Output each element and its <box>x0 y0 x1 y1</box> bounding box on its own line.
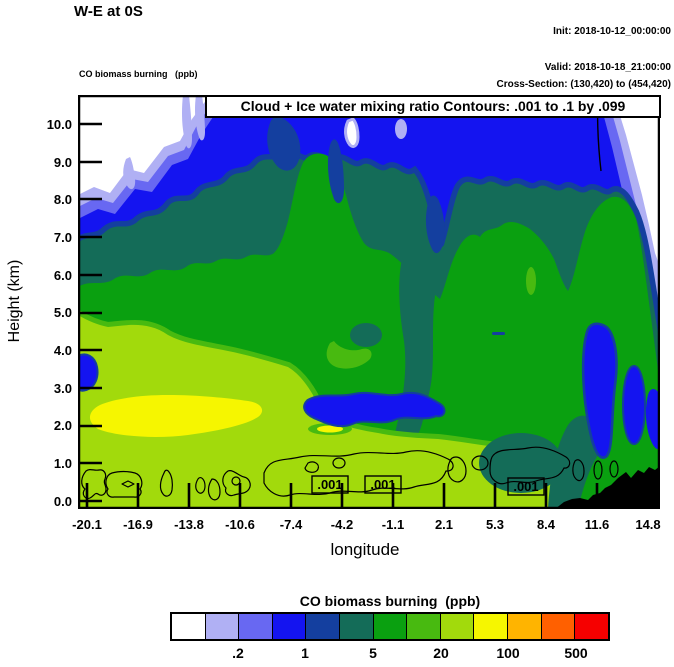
fill-level-yellow <box>89 395 263 437</box>
navy-dash <box>492 332 505 335</box>
contour-label-1: .001 <box>317 477 342 492</box>
legend-tick-label: 500 <box>564 645 588 661</box>
navy-accent-3 <box>425 195 445 254</box>
apple-crescent <box>326 341 372 369</box>
valid-time-label: Valid: 2018-10-18_21:00:00 <box>544 62 671 73</box>
page-title: W-E at 0S <box>74 3 143 20</box>
y-tick-label: 4.0 <box>53 343 72 358</box>
legend-colorbar <box>170 612 610 641</box>
legend-cell <box>473 613 509 640</box>
blue-left-blob <box>78 353 99 392</box>
x-axis-title: longitude <box>330 540 400 559</box>
legend-tick-label: 1 <box>301 645 309 661</box>
legend-tick-label: 5 <box>369 645 377 661</box>
legend-cell <box>271 613 307 640</box>
cloud-contours <box>81 95 619 501</box>
legend-cell <box>339 613 374 640</box>
y-tick-label: 5.0 <box>53 305 72 320</box>
x-tick-label: -10.6 <box>225 517 255 532</box>
blue-edge-blob <box>645 389 660 449</box>
legend-cell <box>540 613 576 640</box>
legend-cell <box>171 613 206 640</box>
x-tick-label: -16.9 <box>123 517 153 532</box>
run-times: Init: 2018-10-12_00:00:00 Valid: 2018-10… <box>545 2 671 98</box>
periwinkle-streak-2 <box>195 95 205 141</box>
legend-cell <box>507 613 542 640</box>
navy-accent-2 <box>327 139 344 204</box>
legend-cell <box>204 613 240 640</box>
y-tick-label: 1.0 <box>53 456 72 471</box>
blue-band-mid <box>303 391 446 428</box>
legend-title: CO biomass burning (ppb) <box>299 593 481 609</box>
x-tick-label: 2.1 <box>434 517 454 532</box>
axis-ticks <box>78 122 650 509</box>
legend-cell <box>372 613 408 640</box>
legend-cell <box>439 613 475 640</box>
init-time-label: Init: 2018-10-12_00:00:00 <box>553 26 671 37</box>
y-axis-title: Height (km) <box>6 259 23 343</box>
x-tick-label: 5.3 <box>485 517 505 532</box>
y-tick-label: 10.0 <box>46 117 72 132</box>
legend-tick-label: .2 <box>232 645 244 661</box>
x-tick-label: -7.4 <box>279 517 303 532</box>
y-tick-label: 9.0 <box>53 155 72 170</box>
legend-cell <box>574 613 609 640</box>
y-tick-label: 3.0 <box>53 381 72 396</box>
contour-label-boxes: .001 .001 .001 <box>311 475 545 496</box>
x-tick-label: -13.8 <box>174 517 204 532</box>
x-tick-label: 11.6 <box>584 517 610 532</box>
legend-cell <box>305 613 341 640</box>
legend-tick-label: 20 <box>433 645 449 661</box>
apple-lozenge <box>526 267 536 295</box>
y-tick-label: 0.0 <box>53 494 72 509</box>
contour-label-2: .001 <box>370 477 395 492</box>
blue-streak-right-2 <box>622 365 646 445</box>
legend-tick-label: 100 <box>496 645 520 661</box>
y-tick-label: 2.0 <box>53 418 72 433</box>
yellow-strip <box>317 425 343 433</box>
x-tick-label: -1.1 <box>381 517 405 532</box>
white-streak <box>344 117 360 149</box>
terrain-silhouette <box>555 466 660 509</box>
x-tick-label: 8.4 <box>536 517 556 532</box>
y-tick-label: 7.0 <box>53 230 72 245</box>
y-tick-label: 8.0 <box>53 192 72 207</box>
periwinkle-spot <box>395 119 407 139</box>
periwinkle-wiggle <box>123 157 136 190</box>
legend-cell <box>238 613 273 640</box>
periwinkle-streak-1 <box>182 95 192 149</box>
y-tick-label: 6.0 <box>53 268 72 283</box>
contour-label-3: .001 <box>513 479 538 494</box>
x-tick-label: -20.1 <box>72 517 102 532</box>
fill-field-label: CO biomass burning (ppb) <box>79 69 198 79</box>
cross-section-label: Cross-Section: (130,420) to (454,420) <box>496 79 671 90</box>
legend-cell <box>406 613 441 640</box>
x-tick-label: 14.8 <box>635 517 661 532</box>
x-tick-label: -4.2 <box>330 517 354 532</box>
blue-streak-right-1 <box>581 322 618 459</box>
teal-oval <box>350 323 382 347</box>
cross-section-plot: .001 .001 .001 <box>78 95 660 509</box>
contour-info-banner: Cloud + Ice water mixing ratio Contours:… <box>205 95 661 118</box>
navy-accent-1 <box>267 116 301 171</box>
